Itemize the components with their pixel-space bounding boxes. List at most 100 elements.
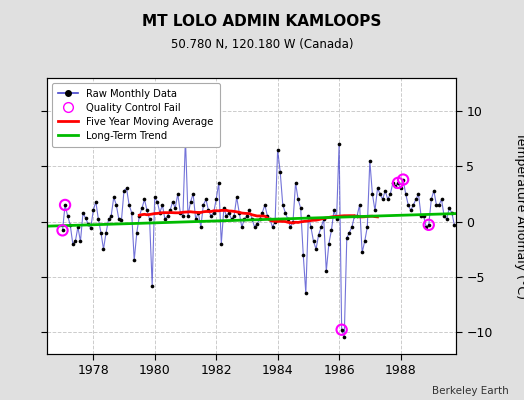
Point [286, 224, 294, 230]
Point [419, 213, 428, 219]
Point [368, 191, 377, 197]
Point [58, 227, 67, 234]
Point [320, 216, 328, 222]
Point [168, 198, 177, 205]
Point [447, 210, 456, 216]
Point [337, 326, 346, 333]
Point [143, 207, 151, 214]
Point [309, 238, 318, 244]
Point [424, 222, 433, 228]
Point [384, 196, 392, 203]
Point [99, 246, 107, 252]
Point [386, 191, 395, 197]
Point [243, 213, 251, 219]
Point [84, 220, 92, 227]
Point [92, 198, 100, 205]
Point [145, 216, 154, 222]
Point [289, 218, 297, 225]
Point [268, 224, 277, 230]
Point [299, 252, 308, 258]
Point [104, 216, 113, 222]
Y-axis label: Temperature Anomaly (°C): Temperature Anomaly (°C) [514, 132, 524, 300]
Point [225, 210, 233, 216]
Point [63, 213, 72, 219]
Point [69, 240, 77, 247]
Point [263, 213, 271, 219]
Point [330, 207, 338, 214]
Point [189, 191, 198, 197]
Point [148, 282, 156, 289]
Point [237, 224, 246, 230]
Point [158, 202, 167, 208]
Point [442, 216, 451, 222]
Point [294, 196, 302, 203]
Point [414, 191, 423, 197]
Point [74, 224, 82, 230]
Point [191, 216, 200, 222]
Point [94, 216, 103, 222]
Point [181, 136, 190, 142]
Point [417, 213, 425, 219]
Point [140, 196, 149, 203]
Point [102, 229, 110, 236]
Point [355, 202, 364, 208]
Point [404, 202, 412, 208]
Point [327, 227, 335, 234]
Point [161, 216, 169, 222]
Point [432, 202, 441, 208]
Point [214, 180, 223, 186]
Text: MT LOLO ADMIN KAMLOOPS: MT LOLO ADMIN KAMLOOPS [143, 14, 381, 29]
Point [207, 213, 215, 219]
Point [217, 240, 225, 247]
Point [297, 205, 305, 212]
Point [450, 222, 458, 228]
Point [220, 205, 228, 212]
Point [110, 194, 118, 200]
Point [248, 216, 256, 222]
Point [438, 196, 446, 203]
Point [399, 176, 407, 183]
Point [79, 210, 87, 216]
Point [184, 213, 192, 219]
Point [61, 202, 69, 208]
Point [112, 202, 121, 208]
Point [424, 222, 433, 228]
Point [173, 191, 182, 197]
Point [378, 196, 387, 203]
Point [222, 213, 231, 219]
Point [66, 222, 74, 228]
Point [187, 198, 195, 205]
Point [412, 196, 420, 203]
Text: Berkeley Earth: Berkeley Earth [432, 386, 508, 396]
Point [176, 210, 184, 216]
Point [196, 224, 205, 230]
Point [86, 225, 95, 231]
Point [361, 238, 369, 244]
Point [348, 224, 356, 230]
Point [163, 213, 172, 219]
Point [235, 210, 244, 216]
Point [274, 146, 282, 153]
Point [107, 213, 115, 219]
Point [366, 158, 374, 164]
Point [153, 198, 161, 205]
Point [332, 216, 341, 222]
Point [138, 205, 146, 212]
Point [202, 196, 210, 203]
Point [212, 196, 221, 203]
Point [115, 216, 123, 222]
Point [283, 216, 292, 222]
Point [245, 207, 254, 214]
Point [250, 224, 259, 230]
Point [61, 202, 69, 208]
Point [227, 216, 236, 222]
Point [445, 205, 453, 212]
Point [350, 213, 358, 219]
Point [122, 185, 130, 192]
Point [171, 205, 179, 212]
Point [156, 210, 164, 216]
Point [317, 224, 325, 230]
Point [89, 207, 97, 214]
Point [150, 194, 159, 200]
Point [279, 202, 287, 208]
